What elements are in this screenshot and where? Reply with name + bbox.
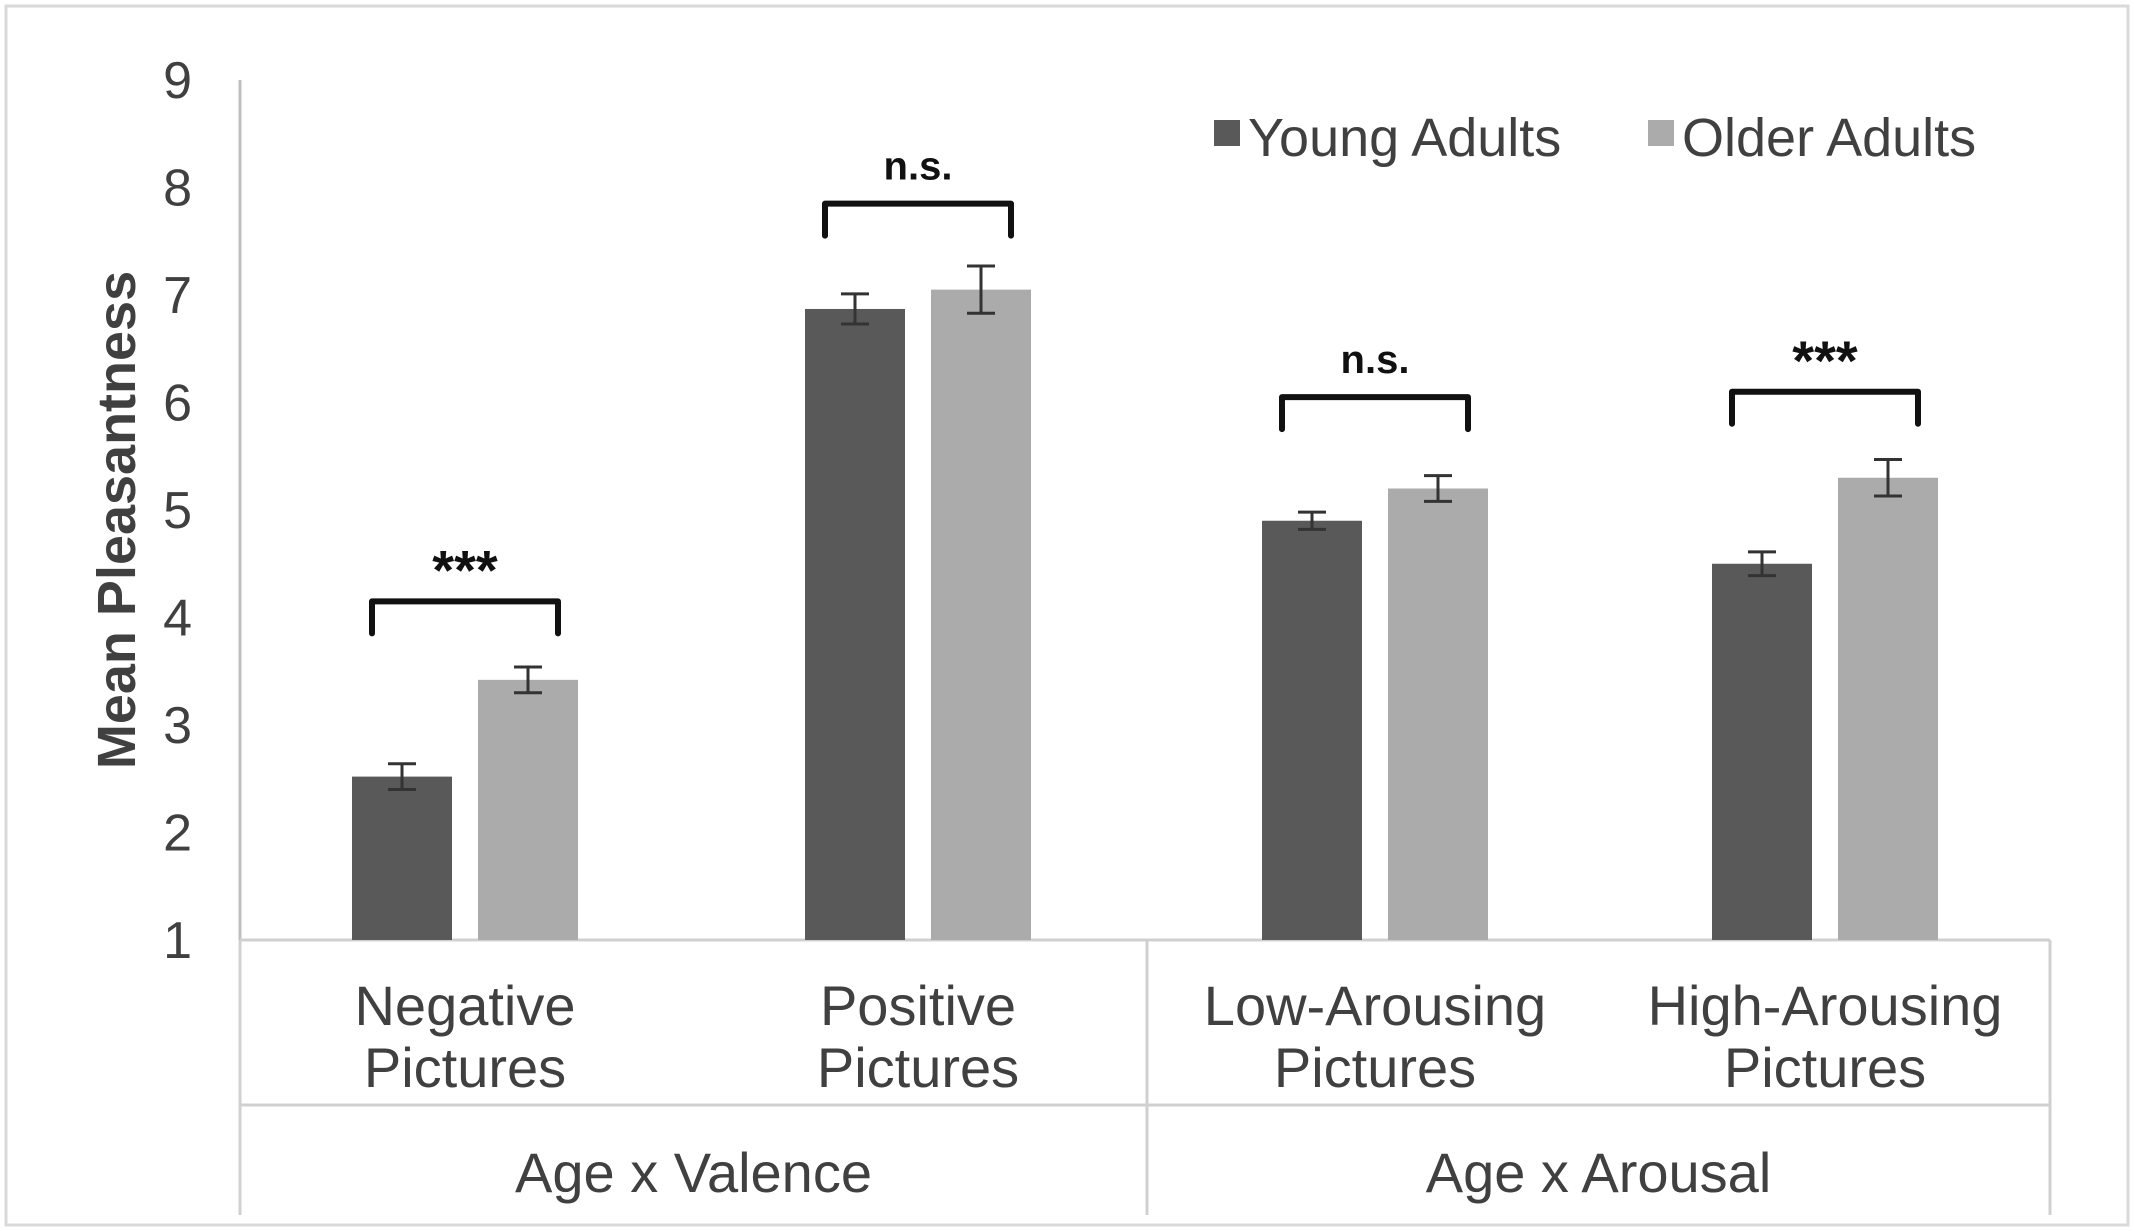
- bars: [352, 289, 1938, 941]
- significance-annotations: *** n.s. n.s. ***: [369, 145, 1921, 637]
- legend-swatch: [1648, 120, 1674, 146]
- category-label: Positive: [820, 974, 1016, 1037]
- y-tick-label: 6: [163, 375, 192, 433]
- significance-bracket: [1729, 388, 1921, 427]
- significance-bracket: [1279, 394, 1471, 433]
- error-bars: [388, 264, 1902, 791]
- category-labels: NegativePicturesPositivePicturesLow-Arou…: [354, 974, 2002, 1099]
- bar: [1388, 488, 1488, 940]
- category-label: High-Arousing: [1648, 974, 2003, 1037]
- category-label: Pictures: [1274, 1036, 1476, 1099]
- legend-swatch: [1214, 120, 1240, 146]
- y-tick-label: 9: [163, 52, 192, 110]
- y-tick-label: 2: [163, 805, 192, 863]
- significance-label: ***: [1792, 329, 1858, 392]
- y-axis-ticks: 1 2 3 4 5 6 7 8 9: [163, 52, 192, 970]
- group-label: Age x Valence: [515, 1141, 872, 1204]
- y-tick-label: 3: [163, 697, 192, 755]
- y-tick-label: 8: [163, 160, 192, 218]
- category-label: Pictures: [364, 1036, 566, 1099]
- legend-label: Young Adults: [1248, 108, 1561, 168]
- category-label: Pictures: [1724, 1036, 1926, 1099]
- y-tick-label: 5: [163, 482, 192, 540]
- bar: [805, 308, 905, 941]
- group-label: Age x Arousal: [1426, 1141, 1772, 1204]
- bar: [1262, 520, 1362, 940]
- y-tick-label: 1: [163, 912, 192, 970]
- y-tick-label: 7: [163, 267, 192, 325]
- bar: [931, 289, 1031, 940]
- bar: [1838, 477, 1938, 940]
- y-axis-title: Mean Pleasantness: [87, 271, 147, 769]
- bar: [352, 776, 452, 940]
- significance-label: n.s.: [1341, 338, 1410, 382]
- category-label: Negative: [354, 974, 575, 1037]
- category-label: Low-Arousing: [1204, 974, 1546, 1037]
- significance-bracket: [822, 200, 1014, 239]
- category-label: Pictures: [817, 1036, 1019, 1099]
- significance-bracket: [369, 598, 561, 637]
- group-labels: Age x Valence Age x Arousal: [515, 1141, 1771, 1204]
- y-tick-label: 4: [163, 590, 192, 648]
- significance-label: ***: [432, 538, 498, 601]
- bar: [1712, 563, 1812, 940]
- significance-label: n.s.: [884, 145, 953, 189]
- bar: [478, 679, 578, 940]
- legend: Young Adults Older Adults: [1214, 108, 1976, 168]
- legend-label: Older Adults: [1682, 108, 1976, 168]
